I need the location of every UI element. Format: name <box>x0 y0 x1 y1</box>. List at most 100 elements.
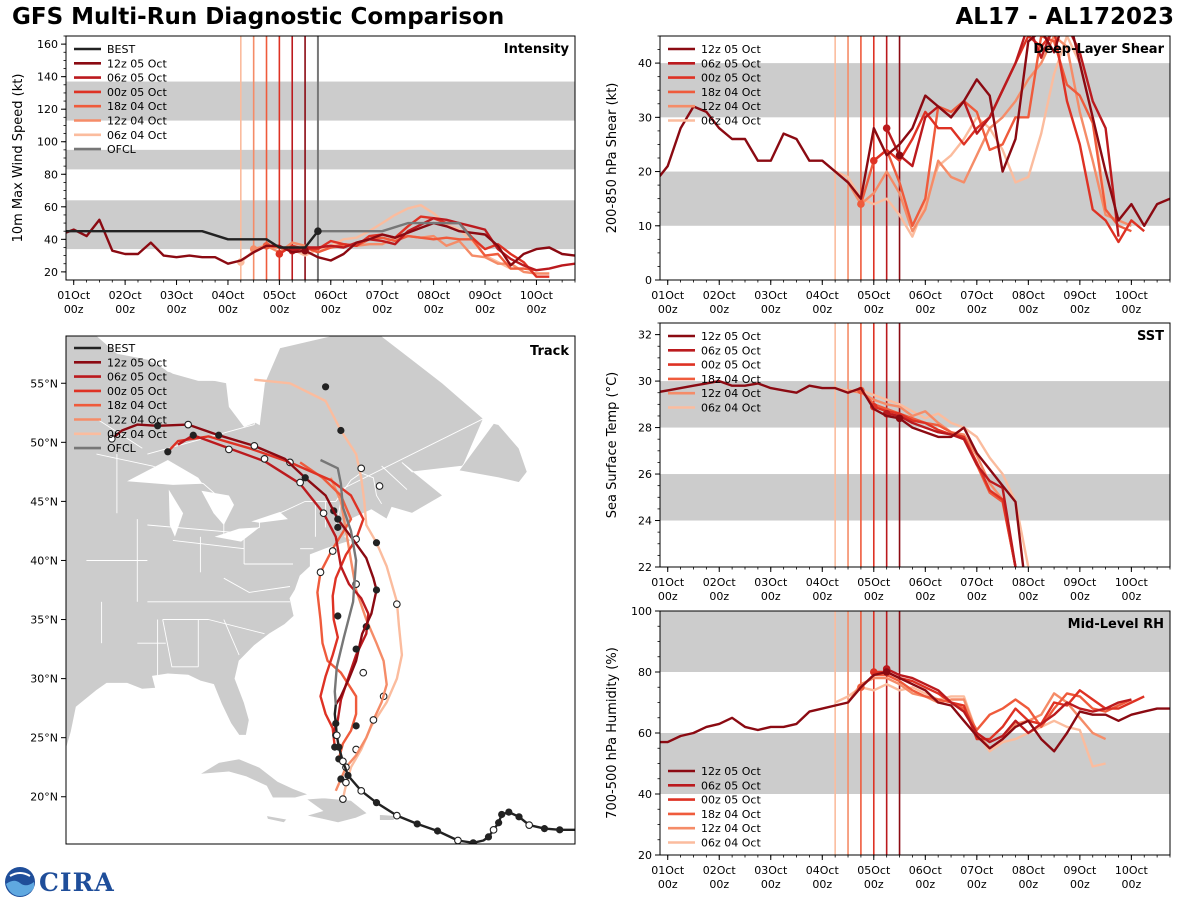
track-marker-open <box>250 442 259 450</box>
page-title: GFS Multi-Run Diagnostic Comparison <box>12 4 505 30</box>
track-lat-label: 25°N <box>30 732 58 745</box>
intensity-ytick-label: 60 <box>44 201 58 214</box>
intensity-xtick-label: 10Oct <box>520 289 554 302</box>
sst-plot-area <box>660 323 1170 567</box>
noaa-logo-icon <box>5 867 35 897</box>
intensity-series-marker <box>314 227 322 235</box>
rh-plot-area <box>660 611 1170 855</box>
track-marker-open <box>454 836 462 844</box>
track-marker-open <box>342 778 350 787</box>
land-mass <box>66 336 484 750</box>
track-marker-open <box>369 716 378 724</box>
shear-legend-label: 12z 05 Oct <box>701 43 761 56</box>
track-marker-filled <box>352 645 360 653</box>
track-marker-open <box>375 482 384 490</box>
shear-xtick-label: 08Oct <box>1012 289 1046 302</box>
track-marker-open <box>296 478 304 487</box>
sst-series-line <box>860 389 1017 567</box>
intensity-series-line <box>66 229 319 249</box>
rh-series-line <box>873 670 1145 741</box>
rh-band-1 <box>660 611 1170 672</box>
land-mass <box>379 814 397 821</box>
sst-ytick-label: 28 <box>638 422 652 435</box>
sst-ylabel: Sea Surface Temp (°C) <box>605 372 620 519</box>
sst-legend-label: 12z 05 Oct <box>701 330 761 343</box>
rh-series-marker <box>882 668 891 676</box>
shear-ytick-label: 40 <box>638 57 652 70</box>
sst-ytick-label: 26 <box>638 468 652 481</box>
intensity-xtick-label: 00z <box>372 303 392 316</box>
shear-xtick-label: 10Oct <box>1115 289 1149 302</box>
admin-border <box>208 619 265 635</box>
intensity-xtick-label: 00z <box>167 303 187 316</box>
track-marker-open <box>184 420 193 429</box>
track-lat-label: 30°N <box>30 673 58 686</box>
rh-xtick-label: 00z <box>658 878 678 891</box>
great-lake <box>201 490 234 525</box>
intensity-xtick-label: 00z <box>218 303 238 316</box>
intensity-plot-area <box>66 36 575 280</box>
shear-ytick-label: 10 <box>638 220 652 233</box>
intensity-xtick-label: 00z <box>115 303 135 316</box>
land-mass <box>458 422 528 483</box>
intensity-legend-label: 18z 04 Oct <box>107 100 167 113</box>
intensity-ytick-label: 100 <box>37 136 58 149</box>
intensity-xtick-label: 00z <box>321 303 341 316</box>
intensity-xtick-label: 00z <box>424 303 444 316</box>
sst-xtick-label: 00z <box>967 590 987 603</box>
sst-xtick-label: 00z <box>658 590 678 603</box>
intensity-xtick-label: 02Oct <box>109 289 143 302</box>
shear-series-marker <box>895 151 904 160</box>
sst-xtick-label: 04Oct <box>806 576 840 589</box>
rh-ytick-label: 60 <box>638 727 652 740</box>
panel-intensity: 2040608010012014016001Oct00z02Oct00z03Oc… <box>11 35 576 316</box>
track-marker-filled <box>469 839 477 844</box>
track-marker-open <box>393 811 401 820</box>
track-marker-open <box>319 509 328 518</box>
track-marker-filled <box>215 431 223 439</box>
shear-legend-label: 06z 04 Oct <box>701 115 761 128</box>
intensity-xtick-label: 09Oct <box>469 289 503 302</box>
intensity-series-line <box>66 218 575 267</box>
track-marker-filled <box>372 799 381 807</box>
rh-series-line <box>886 667 1132 744</box>
shear-xtick-label: 05Oct <box>857 289 891 302</box>
rh-xtick-label: 00z <box>709 878 729 891</box>
sst-xtick-label: 01Oct <box>651 576 685 589</box>
admin-border <box>381 465 408 490</box>
rh-xtick-label: 00z <box>812 878 832 891</box>
intensity-xtick-label: 03Oct <box>160 289 194 302</box>
rh-ylabel: 700-500 hPa Humidity (%) <box>605 647 620 819</box>
shear-xtick-label: 00z <box>915 303 935 316</box>
track-marker-filled <box>515 813 523 821</box>
sst-ytick-label: 24 <box>638 515 652 528</box>
rh-xtick-label: 10Oct <box>1115 864 1149 877</box>
intensity-band-2 <box>66 81 575 121</box>
intensity-xtick-label: 01Oct <box>57 289 91 302</box>
track-marker-filled <box>372 586 381 594</box>
track-marker-filled <box>337 775 345 783</box>
sst-xtick-label: 00z <box>864 590 884 603</box>
shear-xtick-label: 00z <box>1070 303 1090 316</box>
intensity-series-line <box>278 215 550 278</box>
sst-legend-label: 06z 04 Oct <box>701 402 761 415</box>
sst-xtick-label: 00z <box>812 590 832 603</box>
admin-border <box>172 539 245 550</box>
track-legend-label: 06z 05 Oct <box>107 371 167 384</box>
intensity-xtick-label: 07Oct <box>366 289 400 302</box>
track-marker-open <box>332 731 341 740</box>
hudson-bay <box>96 336 280 427</box>
track-marker-filled <box>352 722 360 730</box>
rh-xtick-label: 00z <box>1018 878 1038 891</box>
track-marker-filled <box>495 819 503 827</box>
sst-xtick-label: 00z <box>915 590 935 603</box>
track-lat-label: 40°N <box>30 554 58 567</box>
shear-ytick-label: 0 <box>645 274 652 287</box>
track-legend-label: 06z 04 Oct <box>107 428 167 441</box>
track-lat-label: 55°N <box>30 377 58 390</box>
shear-series-marker <box>857 200 865 208</box>
sst-xtick-label: 00z <box>1070 590 1090 603</box>
intensity-ytick-label: 80 <box>44 168 58 181</box>
